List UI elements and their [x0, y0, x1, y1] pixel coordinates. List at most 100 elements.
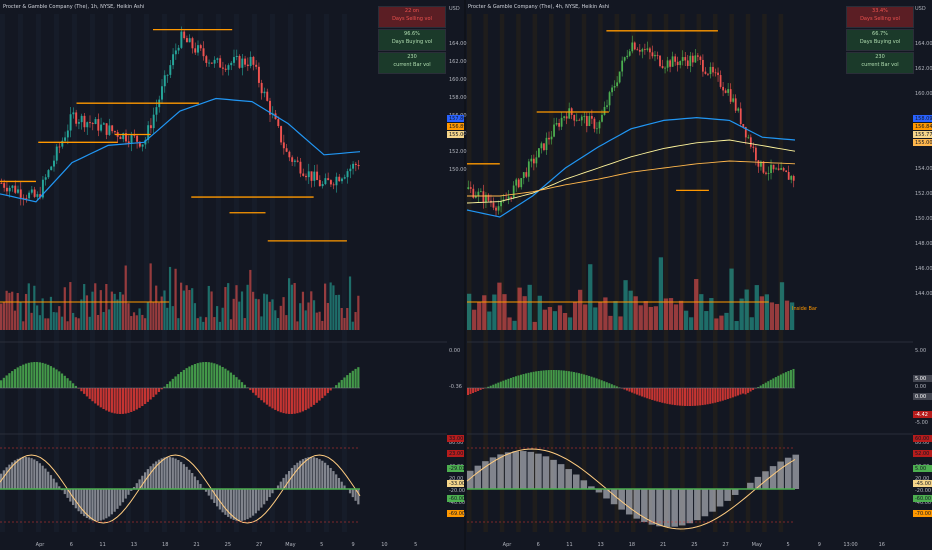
- volume-bar: [22, 321, 25, 330]
- volume-bar: [299, 303, 302, 330]
- volume-bar: [507, 317, 512, 330]
- time-tick-label: 9: [818, 542, 821, 548]
- candle-body: [702, 59, 704, 72]
- oscillator-bar: [33, 362, 36, 388]
- oscillator2-bar: [36, 461, 39, 489]
- candle-body: [125, 133, 127, 142]
- volume-bar: [340, 308, 343, 330]
- stat-value: 33.4%: [872, 8, 888, 14]
- candle-body: [674, 56, 677, 62]
- oscillator-bar: [754, 388, 757, 389]
- candle-body: [216, 58, 219, 60]
- oscillator2-bar: [565, 469, 572, 489]
- oscillator2-bar: [88, 489, 91, 520]
- oscillator-tick-label: 0.00: [449, 348, 460, 354]
- oscillator-bar: [646, 388, 649, 399]
- time-tick-label: 5: [320, 542, 323, 548]
- volume-bar: [224, 287, 227, 330]
- session-band: [614, 14, 620, 532]
- oscillator-bar: [5, 375, 8, 388]
- oscillator2-bar: [357, 489, 360, 505]
- price-tag-label: 156.89: [449, 124, 467, 130]
- session-band: [324, 14, 329, 532]
- oscillator2-bar: [127, 489, 130, 495]
- candle-body: [208, 62, 211, 64]
- oscillator-bar: [598, 379, 601, 388]
- candle-body: [282, 142, 285, 149]
- oscillator-bar: [94, 388, 97, 404]
- oscillator2-bar: [663, 489, 671, 527]
- candle-body: [69, 114, 72, 131]
- oscillator-bar: [726, 388, 729, 400]
- oscillator-bar: [260, 388, 263, 401]
- oscillator2-bar: [265, 489, 269, 501]
- volume-bar: [72, 312, 75, 330]
- volume-bar: [307, 302, 310, 330]
- candle-body: [36, 194, 39, 197]
- oscillator-bar: [580, 373, 583, 388]
- candle-body: [479, 191, 482, 193]
- candle-body: [219, 58, 222, 68]
- candle-body: [497, 206, 500, 211]
- moving-average-line: [466, 116, 796, 218]
- oscillator-bar: [729, 388, 732, 399]
- volume-bar: [296, 321, 299, 330]
- oscillator2-bar: [747, 482, 754, 489]
- oscillator-bar: [337, 382, 341, 388]
- volume-bar: [113, 293, 116, 330]
- candle-body: [727, 89, 730, 93]
- volume-bar: [467, 293, 472, 330]
- volume-bar: [77, 318, 80, 330]
- candle-body: [507, 196, 510, 200]
- oscillator-bar: [557, 370, 560, 388]
- volume-bar: [293, 283, 296, 330]
- oscillator-bar: [704, 388, 707, 405]
- oscillator-bar: [276, 388, 280, 412]
- price-tag-label: 158.09: [915, 116, 932, 122]
- candle-body: [41, 179, 44, 198]
- oscillator-bar: [507, 378, 510, 388]
- oscillator2-bar: [207, 489, 210, 496]
- candle-body: [221, 67, 224, 69]
- oscillator-bar: [535, 371, 538, 388]
- candle-body: [3, 183, 6, 188]
- time-tick-label: May: [752, 542, 762, 548]
- candle-body: [606, 105, 608, 107]
- oscillator-bar: [636, 388, 639, 395]
- candle-body: [183, 31, 186, 39]
- oscillator2-bar: [304, 457, 307, 489]
- oscillator-bar: [254, 388, 257, 396]
- candle-body: [210, 62, 213, 64]
- candle-body: [545, 137, 548, 151]
- oscillator-bar: [653, 388, 656, 401]
- oscillator-bar: [477, 388, 480, 391]
- candle-body: [626, 55, 629, 58]
- oscillator-bar: [282, 388, 285, 414]
- candle-body: [19, 189, 22, 198]
- candle-body: [105, 123, 108, 135]
- candle-body: [241, 58, 244, 68]
- volume-bar: [27, 283, 30, 330]
- stat-box: 96.6% Days Buying vol: [378, 29, 446, 51]
- candle-body: [765, 172, 767, 174]
- volume-bar: [678, 300, 684, 330]
- candle-body: [169, 65, 172, 75]
- volume-bar: [88, 316, 91, 330]
- oscillator2-bar: [731, 489, 739, 495]
- oscillator-bar: [343, 377, 346, 388]
- candle-body: [316, 171, 319, 181]
- candle-body: [17, 189, 19, 193]
- candle-body: [310, 171, 313, 181]
- candle-body: [512, 185, 515, 198]
- oscillator2-bar: [318, 459, 321, 489]
- volume-bar: [210, 291, 213, 330]
- oscillator-bar: [271, 388, 274, 409]
- candle-body: [591, 116, 593, 119]
- volume-bar: [699, 294, 704, 330]
- volume-bar: [149, 263, 152, 330]
- session-band: [549, 14, 554, 532]
- volume-bar: [257, 299, 260, 330]
- oscillator-bar: [547, 370, 550, 388]
- oscillator2-bar: [329, 467, 332, 489]
